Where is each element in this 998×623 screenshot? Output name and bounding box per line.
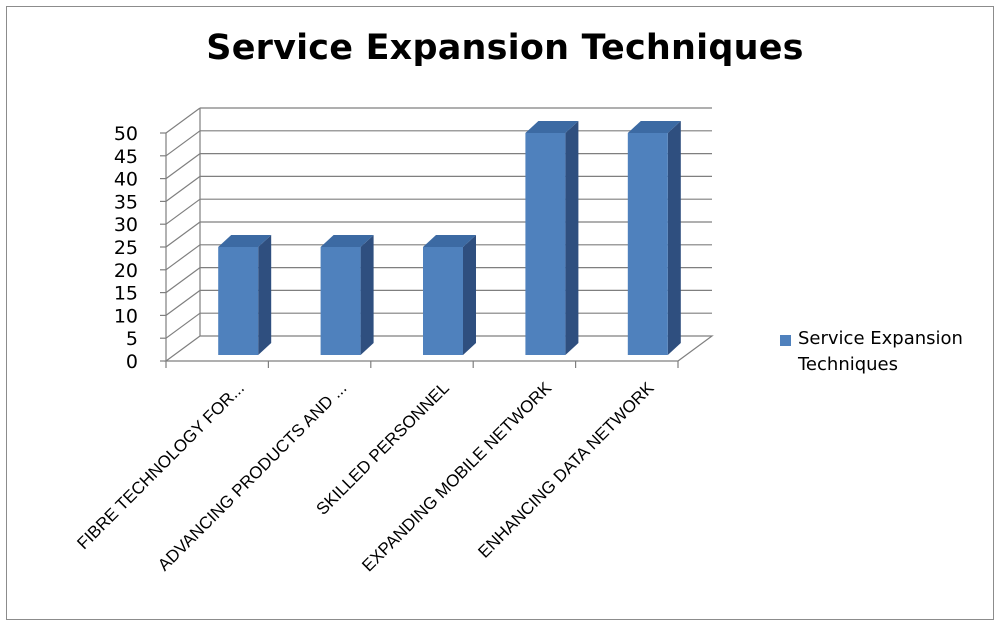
- y-tick-label: 40: [114, 169, 138, 191]
- bar-side: [667, 121, 681, 355]
- side-wall-gridline: [165, 107, 201, 134]
- bar-top: [627, 121, 681, 133]
- bar-side: [463, 235, 476, 355]
- side-wall-gridline: [165, 289, 201, 316]
- x-tick-label: EXPANDING MOBILE NETWORK: [358, 378, 555, 575]
- side-wall-gridline: [165, 221, 201, 248]
- side-wall-gridline: [165, 153, 201, 180]
- bar: [423, 247, 463, 355]
- bar-side: [360, 235, 374, 355]
- side-wall-gridline: [165, 244, 201, 271]
- y-tick-label: 5: [126, 328, 138, 350]
- x-tick-label: ENHANCING DATA NETWORK: [474, 378, 658, 562]
- y-tick-label: 10: [114, 305, 138, 327]
- chart-title: Service Expansion Techniques: [206, 28, 804, 68]
- x-tick-label: ADVANCING PRODUCTS AND ...: [154, 378, 350, 574]
- bar-top: [525, 121, 579, 133]
- y-tick-label: 45: [114, 146, 138, 168]
- side-wall-gridline: [165, 267, 201, 294]
- legend-swatch: [780, 335, 791, 346]
- side-wall-gridline: [165, 130, 201, 157]
- bar-top: [320, 235, 374, 247]
- bar-side: [565, 121, 579, 355]
- chart-floor: [164, 335, 714, 362]
- side-wall-gridline: [165, 175, 201, 202]
- y-tick-label: 30: [114, 214, 138, 236]
- x-tick-label: FIBRE TECHNOLOGY FOR...: [73, 378, 248, 553]
- bar: [627, 133, 668, 355]
- y-tick-label: 50: [114, 123, 138, 145]
- side-wall-gridline: [165, 198, 201, 225]
- bar-side: [258, 235, 272, 355]
- bar: [218, 247, 259, 355]
- y-tick-label: 15: [114, 283, 138, 305]
- bar: [320, 247, 361, 355]
- y-tick-label: 20: [114, 260, 138, 282]
- bar-top: [218, 235, 272, 247]
- y-tick-label: 0: [126, 351, 138, 373]
- bar: [525, 133, 566, 355]
- y-tick-label: 25: [114, 237, 138, 259]
- legend-label: Service Expansion Techniques: [798, 328, 963, 375]
- y-tick-label: 35: [114, 191, 138, 213]
- bar-top: [423, 235, 476, 247]
- side-wall-gridline: [165, 312, 201, 339]
